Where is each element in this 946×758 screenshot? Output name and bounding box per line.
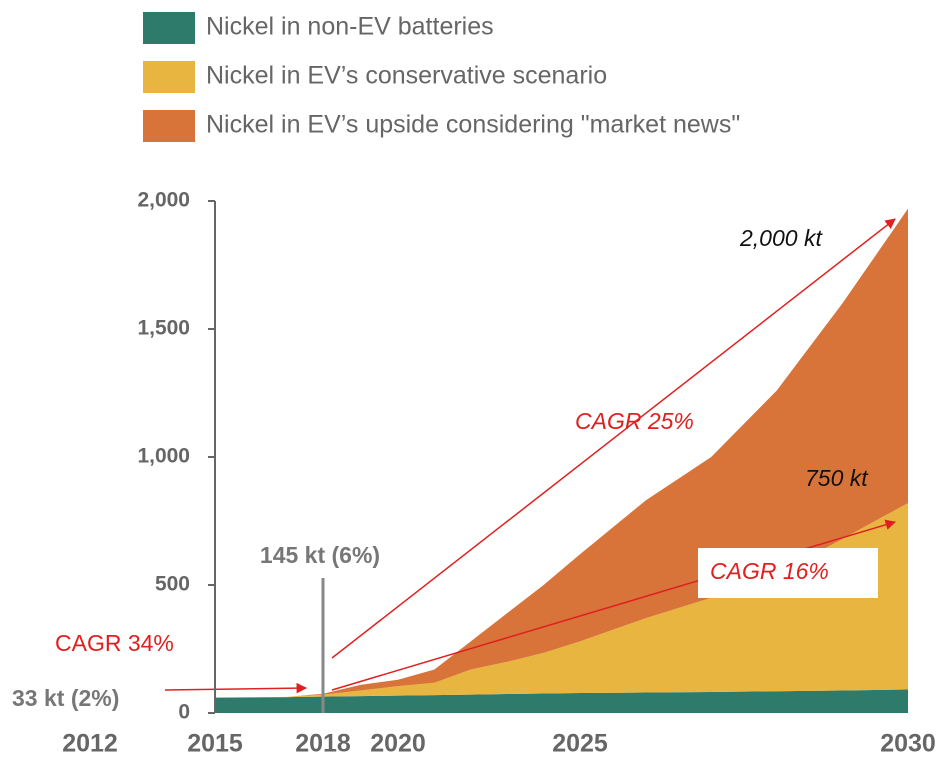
x-tick-label: 2020 [370, 730, 426, 758]
x-tick-label: 2015 [187, 730, 243, 758]
annotation: CAGR 34% [55, 630, 174, 656]
y-tick-label: 2,000 [137, 189, 190, 212]
x-tick-label: 2030 [880, 730, 936, 758]
legend-label: Nickel in EV’s upside considering "marke… [206, 111, 740, 139]
label-box [698, 548, 878, 598]
legend-swatch [143, 61, 195, 93]
area [215, 689, 908, 713]
legend-swatch [143, 12, 195, 44]
x-tick-label: 2012 [62, 730, 118, 758]
annotation: CAGR 25% [575, 408, 694, 434]
legend-label: Nickel in EV’s conservative scenario [206, 62, 607, 90]
legend-label: Nickel in non-EV batteries [206, 13, 494, 41]
areas [215, 208, 908, 713]
x-tick-label: 2018 [295, 730, 351, 758]
arrow [331, 218, 896, 659]
annotation: 33 kt (2%) [12, 685, 119, 711]
y-tick-label: 1,500 [137, 317, 190, 340]
y-tick-label: 500 [155, 573, 190, 596]
annotation: 145 kt (6%) [260, 542, 380, 568]
annotation: CAGR 16% [710, 558, 829, 584]
y-tick-label: 0 [178, 701, 190, 724]
legend-swatch [143, 110, 195, 142]
annotation: 2,000 kt [739, 225, 823, 251]
y-tick-label: 1,000 [137, 445, 190, 468]
arrow [164, 682, 308, 694]
x-tick-label: 2025 [552, 730, 608, 758]
annotation: 750 kt [805, 465, 869, 491]
area [215, 503, 908, 698]
